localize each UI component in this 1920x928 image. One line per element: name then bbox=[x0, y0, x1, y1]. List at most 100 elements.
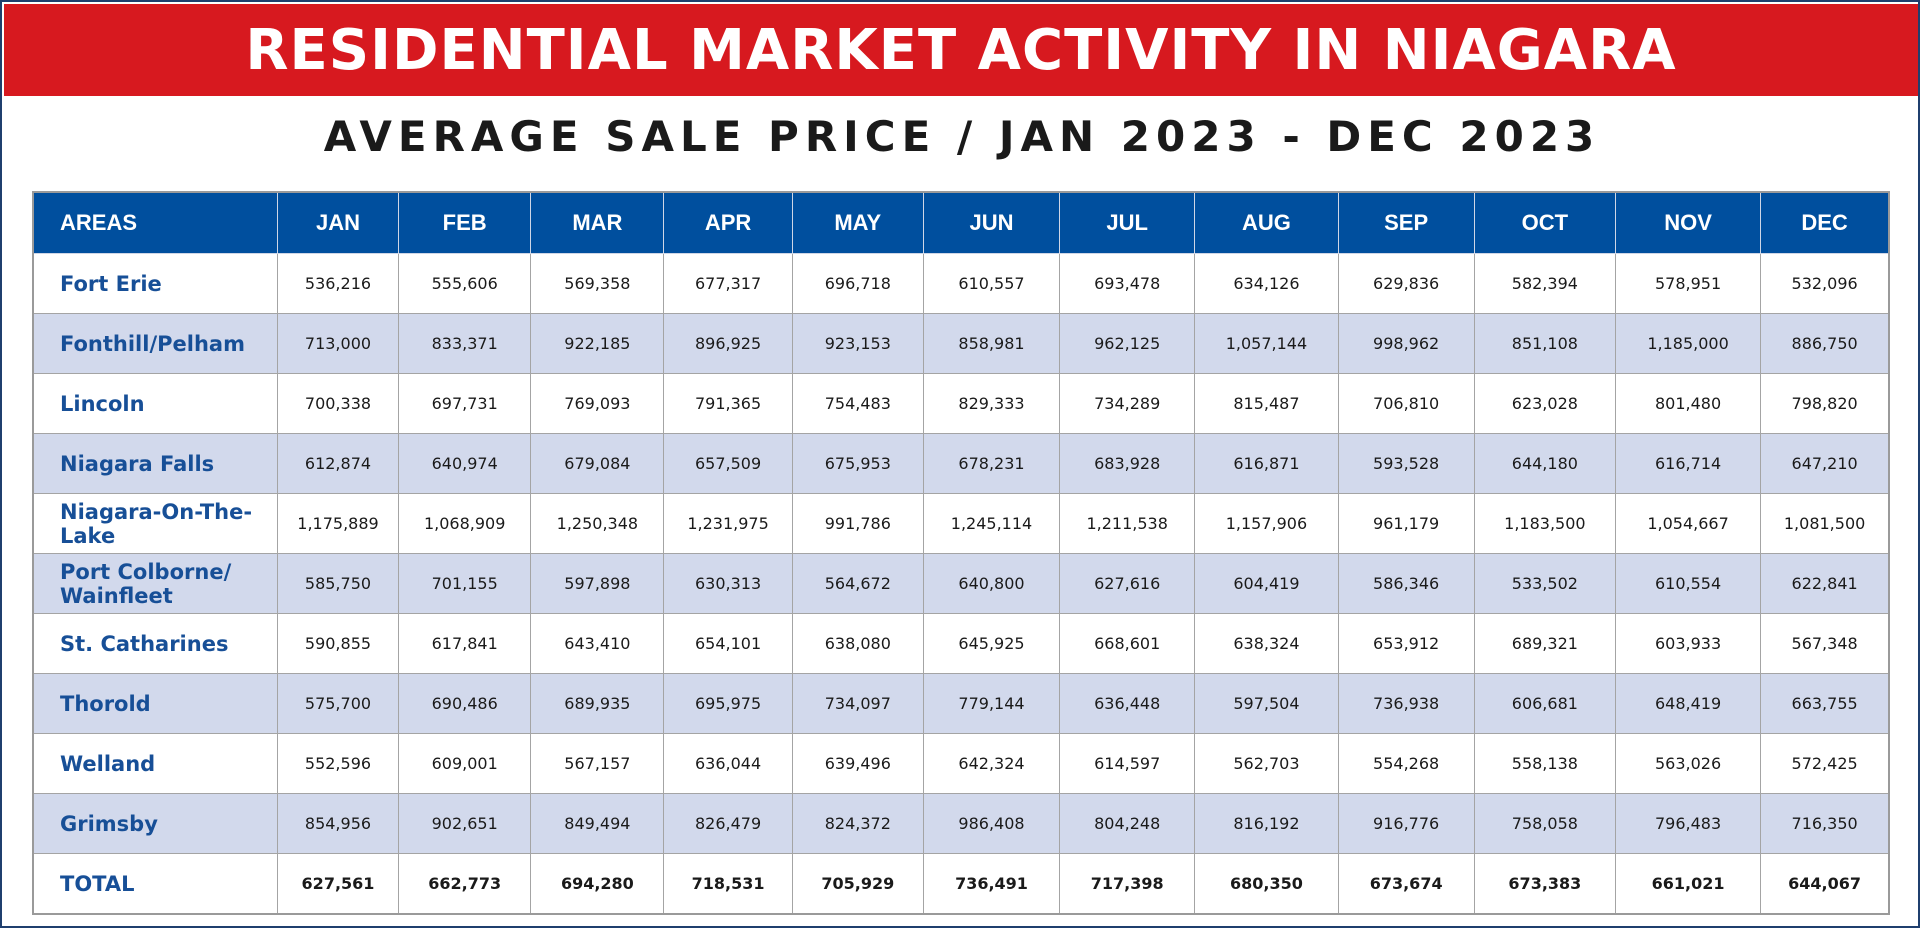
price-cell: 606,681 bbox=[1473, 673, 1616, 734]
price-cell: 896,925 bbox=[663, 313, 793, 374]
price-cell: 734,289 bbox=[1059, 373, 1196, 434]
price-cell: 694,280 bbox=[530, 853, 665, 915]
price-cell: 662,773 bbox=[398, 853, 532, 915]
header-areas: AREAS bbox=[32, 191, 278, 254]
price-cell: 673,674 bbox=[1337, 853, 1475, 915]
price-cell: 1,250,348 bbox=[530, 493, 665, 554]
price-cell: 697,731 bbox=[398, 373, 532, 434]
price-cell: 564,672 bbox=[791, 553, 924, 614]
price-cell: 562,703 bbox=[1194, 733, 1339, 794]
price-cell: 801,480 bbox=[1614, 373, 1762, 434]
area-name-cell: Thorold bbox=[32, 673, 278, 734]
area-name-cell: Lincoln bbox=[32, 373, 278, 434]
price-cell: 804,248 bbox=[1059, 793, 1196, 854]
price-cell: 961,179 bbox=[1337, 493, 1475, 554]
price-cell: 998,962 bbox=[1337, 313, 1475, 374]
price-cell: 616,871 bbox=[1194, 433, 1339, 494]
price-cell: 640,974 bbox=[398, 433, 532, 494]
table-row: St. Catharines 590,855 617,841 643,410 654,1… bbox=[32, 613, 1890, 674]
price-cell: 636,044 bbox=[663, 733, 793, 794]
price-cell: 679,084 bbox=[530, 433, 665, 494]
price-cell: 640,800 bbox=[922, 553, 1061, 614]
price-cell: 638,324 bbox=[1194, 613, 1339, 674]
price-cell: 962,125 bbox=[1059, 313, 1196, 374]
price-cell: 668,601 bbox=[1059, 613, 1196, 674]
price-cell: 922,185 bbox=[530, 313, 665, 374]
price-cell: 1,054,667 bbox=[1614, 493, 1762, 554]
price-cell: 754,483 bbox=[791, 373, 924, 434]
price-cell: 1,245,114 bbox=[922, 493, 1061, 554]
price-cell: 1,185,000 bbox=[1614, 313, 1762, 374]
price-cell: 616,714 bbox=[1614, 433, 1762, 494]
area-name-cell: TOTAL bbox=[32, 853, 278, 915]
price-cell: 638,080 bbox=[791, 613, 924, 674]
price-cell: 690,486 bbox=[398, 673, 532, 734]
price-cell: 815,487 bbox=[1194, 373, 1339, 434]
area-name-cell: St. Catharines bbox=[32, 613, 278, 674]
price-cell: 623,028 bbox=[1473, 373, 1616, 434]
price-cell: 627,561 bbox=[276, 853, 400, 915]
price-cell: 636,448 bbox=[1059, 673, 1196, 734]
price-cell: 643,410 bbox=[530, 613, 665, 674]
price-cell: 1,157,906 bbox=[1194, 493, 1339, 554]
price-cell: 532,096 bbox=[1760, 253, 1890, 314]
table-row: Niagara Falls 612,874 640,974 679,084 657,50… bbox=[32, 433, 1890, 494]
price-cell: 758,058 bbox=[1473, 793, 1616, 854]
price-cell: 1,211,538 bbox=[1059, 493, 1196, 554]
price-cell: 705,929 bbox=[791, 853, 924, 915]
price-cell: 569,358 bbox=[530, 253, 665, 314]
price-cell: 1,081,500 bbox=[1760, 493, 1890, 554]
price-cell: 677,317 bbox=[663, 253, 793, 314]
price-cell: 701,155 bbox=[398, 553, 532, 614]
price-cell: 585,750 bbox=[276, 553, 400, 614]
title-banner: RESIDENTIAL MARKET ACTIVITY IN NIAGARA bbox=[4, 4, 1918, 96]
price-cell: 916,776 bbox=[1337, 793, 1475, 854]
header-month-feb: FEB bbox=[398, 191, 532, 254]
price-cell: 734,097 bbox=[791, 673, 924, 734]
price-cell: 582,394 bbox=[1473, 253, 1616, 314]
price-cell: 536,216 bbox=[276, 253, 400, 314]
price-cell: 833,371 bbox=[398, 313, 532, 374]
total-row: TOTAL 627,561 662,773 694,280 718,531 705,929… bbox=[32, 853, 1890, 915]
area-name-cell: Niagara Falls bbox=[32, 433, 278, 494]
price-cell: 622,841 bbox=[1760, 553, 1890, 614]
price-cell: 675,953 bbox=[791, 433, 924, 494]
price-cell: 567,157 bbox=[530, 733, 665, 794]
price-cell: 1,057,144 bbox=[1194, 313, 1339, 374]
header-month-jul: JUL bbox=[1059, 191, 1196, 254]
report-title: RESIDENTIAL MARKET ACTIVITY IN NIAGARA bbox=[245, 17, 1677, 83]
price-cell: 886,750 bbox=[1760, 313, 1890, 374]
price-cell: 696,718 bbox=[791, 253, 924, 314]
price-cell: 654,101 bbox=[663, 613, 793, 674]
price-cell: 1,231,975 bbox=[663, 493, 793, 554]
header-month-apr: APR bbox=[663, 191, 793, 254]
price-cell: 798,820 bbox=[1760, 373, 1890, 434]
header-month-jan: JAN bbox=[276, 191, 400, 254]
price-cell: 612,874 bbox=[276, 433, 400, 494]
price-cell: 644,067 bbox=[1760, 853, 1890, 915]
price-cell: 533,502 bbox=[1473, 553, 1616, 614]
price-cell: 627,616 bbox=[1059, 553, 1196, 614]
price-cell: 610,557 bbox=[922, 253, 1061, 314]
table-row: Fonthill/Pelham 713,000 833,371 922,185 896,… bbox=[32, 313, 1890, 374]
price-cell: 678,231 bbox=[922, 433, 1061, 494]
report-subtitle: AVERAGE SALE PRICE / JAN 2023 - DEC 2023 bbox=[323, 112, 1601, 161]
table-row: Welland 552,596 609,001 567,157 636,044 639,4… bbox=[32, 733, 1890, 794]
price-cell: 680,350 bbox=[1194, 853, 1339, 915]
price-cell: 826,479 bbox=[663, 793, 793, 854]
price-cell: 563,026 bbox=[1614, 733, 1762, 794]
header-month-may: MAY bbox=[791, 191, 924, 254]
price-cell: 630,313 bbox=[663, 553, 793, 614]
table-row: Thorold 575,700 690,486 689,935 695,975 734,0… bbox=[32, 673, 1890, 734]
price-cell: 706,810 bbox=[1337, 373, 1475, 434]
price-cell: 653,912 bbox=[1337, 613, 1475, 674]
price-cell: 663,755 bbox=[1760, 673, 1890, 734]
price-cell: 858,981 bbox=[922, 313, 1061, 374]
area-name-cell: Fort Erie bbox=[32, 253, 278, 314]
price-cell: 693,478 bbox=[1059, 253, 1196, 314]
price-cell: 575,700 bbox=[276, 673, 400, 734]
header-month-dec: DEC bbox=[1760, 191, 1890, 254]
table-row: Fort Erie 536,216 555,606 569,358 677,317 696… bbox=[32, 253, 1890, 314]
header-month-jun: JUN bbox=[922, 191, 1061, 254]
price-cell: 779,144 bbox=[922, 673, 1061, 734]
